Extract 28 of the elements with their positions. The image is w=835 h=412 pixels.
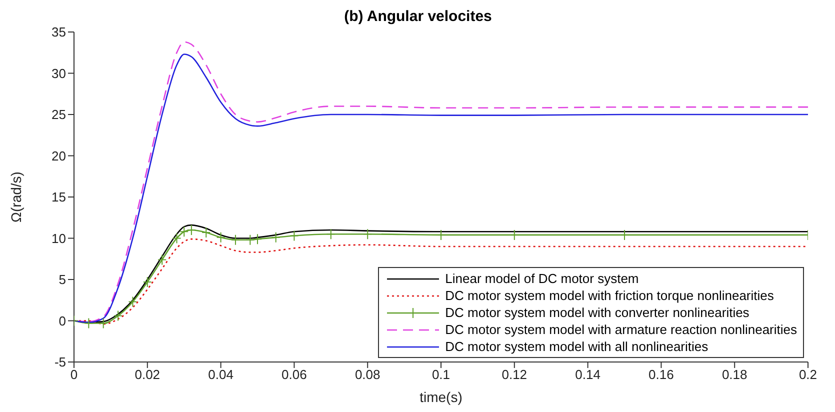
chart-title: (b) Angular velocites bbox=[343, 8, 493, 26]
y-tick-label: 20 bbox=[52, 148, 66, 164]
y-tick-label: 15 bbox=[52, 190, 66, 205]
x-tick-label: 0.1 bbox=[432, 367, 450, 382]
y-tick-label: 5 bbox=[58, 272, 66, 288]
x-tick-label: 0.02 bbox=[134, 367, 160, 382]
y-axis-title: Ω(rad/s) bbox=[8, 172, 24, 222]
y-tick-label: -5 bbox=[54, 354, 66, 370]
legend-label: Linear model of DC motor system bbox=[445, 271, 639, 286]
legend-label: DC motor system model with armature reaction nonlinearities bbox=[445, 322, 797, 337]
y-tick-label: 0 bbox=[58, 313, 66, 328]
x-tick-label: 0.14 bbox=[575, 367, 600, 382]
x-tick-label: 0.04 bbox=[208, 367, 234, 382]
x-tick-label: 0.06 bbox=[282, 367, 307, 382]
legend-label: DC motor system model with converter nonlinearities bbox=[445, 305, 750, 320]
y-tick-label: 30 bbox=[52, 66, 66, 81]
x-tick-label: 0.12 bbox=[502, 367, 528, 382]
x-tick-label: 0.18 bbox=[722, 367, 748, 382]
y-tick-label: 25 bbox=[52, 107, 66, 122]
y-tick-label: 35 bbox=[52, 24, 66, 40]
y-tick-label: 10 bbox=[52, 230, 66, 246]
legend-label: DC motor system model with friction torque nonlinearities bbox=[445, 288, 774, 303]
x-axis-title: time(s) bbox=[420, 389, 462, 405]
x-tick-label: 0.08 bbox=[354, 367, 380, 382]
x-tick-label: 0.16 bbox=[648, 367, 674, 382]
x-tick-label: 0.2 bbox=[798, 367, 818, 382]
legend-label: DC motor system model with all nonlinearities bbox=[445, 339, 708, 354]
x-tick-label: 0 bbox=[70, 367, 78, 382]
